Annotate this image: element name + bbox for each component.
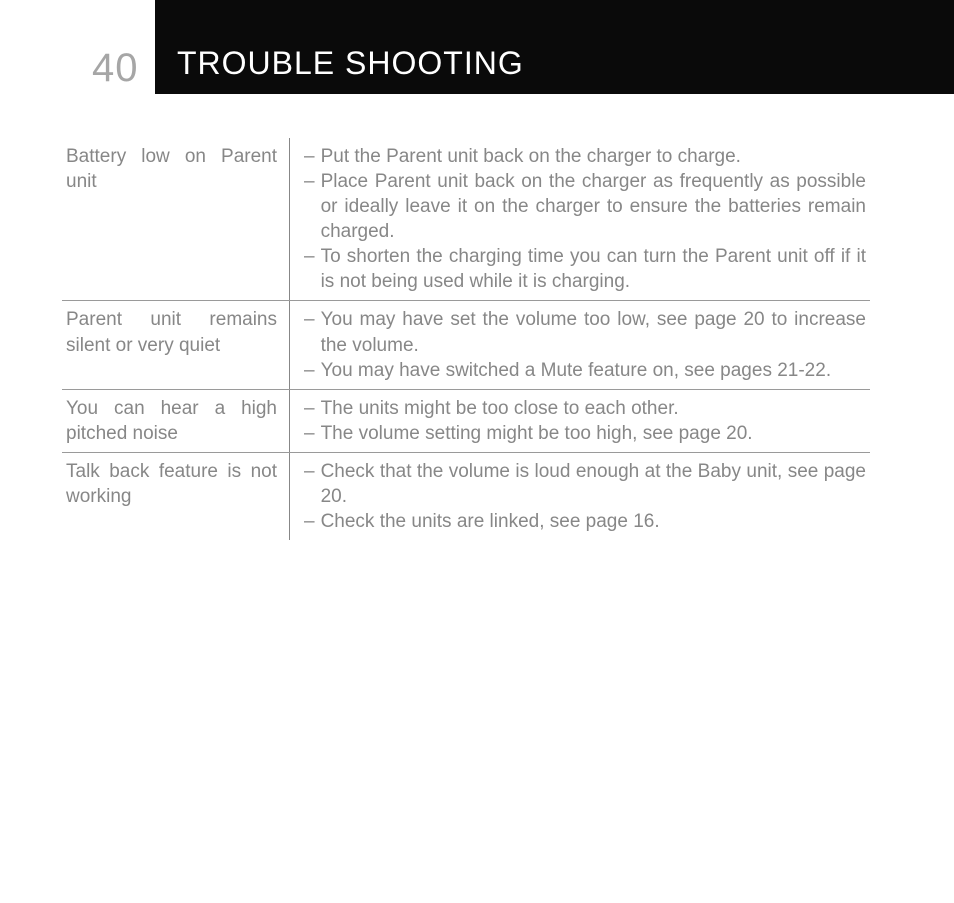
solution-cell: – Put the Parent unit back on the charge… — [290, 138, 870, 300]
solution-text: Check the units are linked, see page 16. — [321, 509, 866, 534]
dash-icon: – — [304, 307, 321, 357]
dash-icon: – — [304, 144, 321, 169]
solution-cell: – The units might be too close to each o… — [290, 390, 870, 452]
solution-text: You may have switched a Mute feature on,… — [321, 358, 866, 383]
solution-item: – To shorten the charging time you can t… — [304, 244, 866, 294]
table-row: Talk back feature is not working – Check… — [62, 453, 870, 540]
solution-text: Check that the volume is loud enough at … — [321, 459, 866, 509]
dash-icon: – — [304, 244, 321, 294]
solution-text: The volume setting might be too high, se… — [321, 421, 866, 446]
dash-icon: – — [304, 459, 321, 509]
solution-item: – Check the units are linked, see page 1… — [304, 509, 866, 534]
table-row: Parent unit remains silent or very quiet… — [62, 301, 870, 389]
dash-icon: – — [304, 169, 321, 244]
solution-item: – You may have switched a Mute feature o… — [304, 358, 866, 383]
solution-item: – Put the Parent unit back on the charge… — [304, 144, 866, 169]
solution-text: Put the Parent unit back on the charger … — [321, 144, 866, 169]
troubleshooting-table: Battery low on Parent unit – Put the Par… — [62, 138, 870, 540]
problem-cell: Talk back feature is not working — [62, 453, 290, 540]
solution-cell: – You may have set the volume too low, s… — [290, 301, 870, 388]
page-number: 40 — [92, 46, 139, 91]
solution-item: – The volume setting might be too high, … — [304, 421, 866, 446]
solution-item: – You may have set the volume too low, s… — [304, 307, 866, 357]
dash-icon: – — [304, 421, 321, 446]
dash-icon: – — [304, 396, 321, 421]
dash-icon: – — [304, 509, 321, 534]
page-title: TROUBLE SHOOTING — [177, 45, 524, 82]
solution-text: Place Parent unit back on the charger as… — [321, 169, 866, 244]
header-bar: TROUBLE SHOOTING — [155, 0, 954, 94]
solution-cell: – Check that the volume is loud enough a… — [290, 453, 870, 540]
problem-cell: Battery low on Parent unit — [62, 138, 290, 300]
table-row: Battery low on Parent unit – Put the Par… — [62, 138, 870, 301]
solution-item: – Place Parent unit back on the charger … — [304, 169, 866, 244]
solution-text: To shorten the charging time you can tur… — [321, 244, 866, 294]
problem-cell: You can hear a high pitched noise — [62, 390, 290, 452]
solution-text: You may have set the volume too low, see… — [321, 307, 866, 357]
solution-item: – The units might be too close to each o… — [304, 396, 866, 421]
solution-item: – Check that the volume is loud enough a… — [304, 459, 866, 509]
table-row: You can hear a high pitched noise – The … — [62, 390, 870, 453]
solution-text: The units might be too close to each oth… — [321, 396, 866, 421]
problem-cell: Parent unit remains silent or very quiet — [62, 301, 290, 388]
dash-icon: – — [304, 358, 321, 383]
